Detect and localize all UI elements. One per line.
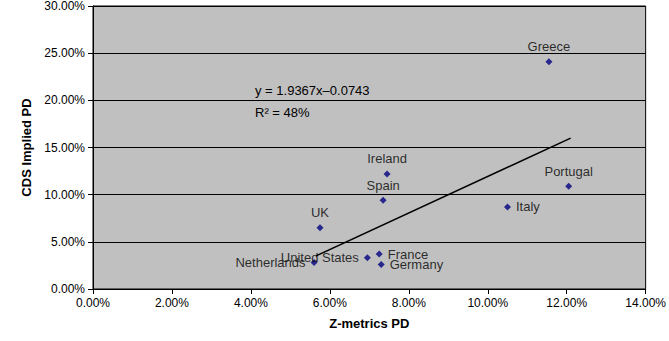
- svg-text:25.00%: 25.00%: [44, 46, 85, 60]
- svg-text:12.00%: 12.00%: [546, 296, 587, 310]
- svg-text:5.00%: 5.00%: [51, 235, 85, 249]
- svg-text:Ireland: Ireland: [367, 151, 407, 166]
- svg-text:UK: UK: [311, 205, 329, 220]
- svg-text:30.00%: 30.00%: [44, 0, 85, 13]
- svg-text:United States: United States: [281, 250, 360, 265]
- svg-text:6.00%: 6.00%: [313, 296, 347, 310]
- svg-text:10.00%: 10.00%: [467, 296, 508, 310]
- svg-text:0.00%: 0.00%: [76, 296, 110, 310]
- svg-text:Spain: Spain: [367, 178, 400, 193]
- svg-text:France: France: [387, 246, 429, 262]
- svg-text:4.00%: 4.00%: [234, 296, 268, 310]
- svg-text:Italy: Italy: [516, 199, 540, 214]
- svg-text:15.00%: 15.00%: [44, 141, 85, 155]
- svg-text:Z-metrics PD: Z-metrics PD: [329, 316, 409, 331]
- svg-text:10.00%: 10.00%: [44, 188, 85, 202]
- svg-text:0.00%: 0.00%: [51, 282, 85, 296]
- svg-text:R² = 48%: R² = 48%: [255, 105, 310, 120]
- svg-text:y = 1.9367x–0.0743: y = 1.9367x–0.0743: [255, 83, 370, 98]
- svg-text:Portugal: Portugal: [544, 164, 593, 179]
- svg-text:8.00%: 8.00%: [392, 296, 426, 310]
- svg-text:14.00%: 14.00%: [625, 296, 666, 310]
- svg-text:Netherlands: Netherlands: [235, 255, 306, 271]
- svg-text:CDS Implied PD: CDS Implied PD: [19, 98, 34, 196]
- svg-text:2.00%: 2.00%: [155, 296, 189, 310]
- svg-text:Greece: Greece: [528, 39, 571, 54]
- svg-text:20.00%: 20.00%: [44, 93, 85, 107]
- svg-text:Germany: Germany: [390, 257, 444, 272]
